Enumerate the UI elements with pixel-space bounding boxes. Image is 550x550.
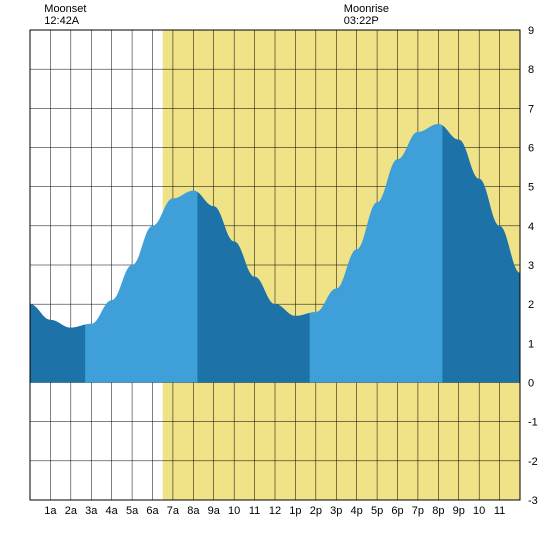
x-tick-label: 8a: [187, 505, 200, 517]
x-tick-label: 11: [494, 505, 505, 517]
x-tick-label: 6a: [146, 505, 159, 517]
x-tick-label: 12: [269, 505, 281, 517]
x-tick-label: 2p: [310, 505, 322, 517]
x-tick-label: 5a: [126, 505, 139, 517]
y-tick-label: 6: [528, 143, 534, 155]
y-tick-label: -2: [528, 456, 538, 468]
y-tick-label: 9: [528, 25, 534, 37]
y-tick-label: 3: [528, 260, 534, 272]
y-tick-label: 1: [528, 338, 534, 350]
x-tick-label: 4a: [106, 505, 119, 517]
x-tick-label: 8p: [432, 505, 444, 517]
moonset-label: Moonset: [44, 3, 86, 15]
x-tick-label: 9p: [453, 505, 465, 517]
x-tick-label: 1p: [289, 505, 301, 517]
y-tick-label: 0: [528, 378, 534, 390]
tide-chart: 1a2a3a4a5a6a7a8a9a1011121p2p3p4p5p6p7p8p…: [0, 0, 550, 550]
y-tick-label: -3: [528, 495, 538, 507]
y-tick-label: 4: [528, 221, 534, 233]
y-tick-label: 7: [528, 103, 534, 115]
x-tick-label: 4p: [351, 505, 363, 517]
moonrise-label: Moonrise: [344, 3, 389, 15]
y-tick-label: -1: [528, 417, 538, 429]
x-tick-label: 6p: [391, 505, 403, 517]
y-tick-label: 2: [528, 299, 534, 311]
x-tick-label: 7p: [412, 505, 424, 517]
x-tick-label: 10: [473, 505, 485, 517]
moonrise-time: 03:22P: [344, 15, 379, 27]
x-tick-label: 11: [249, 505, 260, 517]
x-tick-label: 9a: [208, 505, 221, 517]
chart-svg: 1a2a3a4a5a6a7a8a9a1011121p2p3p4p5p6p7p8p…: [0, 0, 550, 550]
x-tick-label: 7a: [167, 505, 180, 517]
x-tick-label: 5p: [371, 505, 383, 517]
x-tick-label: 1a: [44, 505, 57, 517]
x-tick-label: 2a: [65, 505, 78, 517]
y-tick-label: 8: [528, 64, 534, 76]
x-tick-label: 10: [228, 505, 240, 517]
moonset-time: 12:42A: [44, 15, 80, 27]
x-tick-label: 3p: [330, 505, 342, 517]
x-tick-label: 3a: [85, 505, 98, 517]
y-tick-label: 5: [528, 182, 534, 194]
